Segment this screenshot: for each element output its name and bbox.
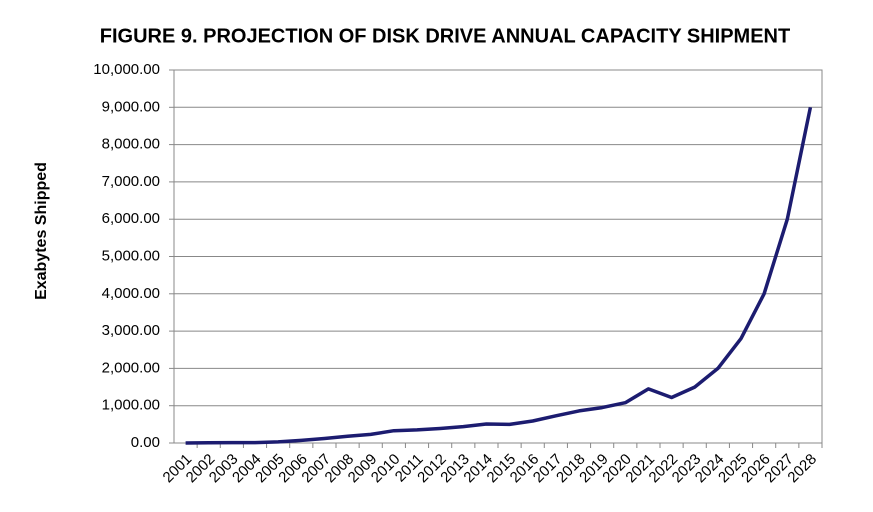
y-tick-label: 10,000.00 bbox=[93, 61, 160, 78]
y-tick-label: 8,000.00 bbox=[102, 136, 160, 153]
y-tick-label: 1,000.00 bbox=[102, 397, 160, 414]
y-tick-label: 5,000.00 bbox=[102, 247, 160, 264]
y-tick-label: 3,000.00 bbox=[102, 322, 160, 339]
y-tick-label: 2,000.00 bbox=[102, 359, 160, 376]
y-tick-label: 7,000.00 bbox=[102, 173, 160, 190]
data-line bbox=[185, 106, 813, 445]
chart-title: FIGURE 9. PROJECTION OF DISK DRIVE ANNUA… bbox=[100, 25, 790, 47]
y-axis-title: Exabytes Shipped bbox=[33, 162, 50, 300]
y-tick-label: 9,000.00 bbox=[102, 98, 160, 115]
y-tick-label: 4,000.00 bbox=[102, 285, 160, 302]
y-tick-label: 6,000.00 bbox=[102, 210, 160, 227]
y-tick-label: 0.00 bbox=[131, 434, 160, 451]
